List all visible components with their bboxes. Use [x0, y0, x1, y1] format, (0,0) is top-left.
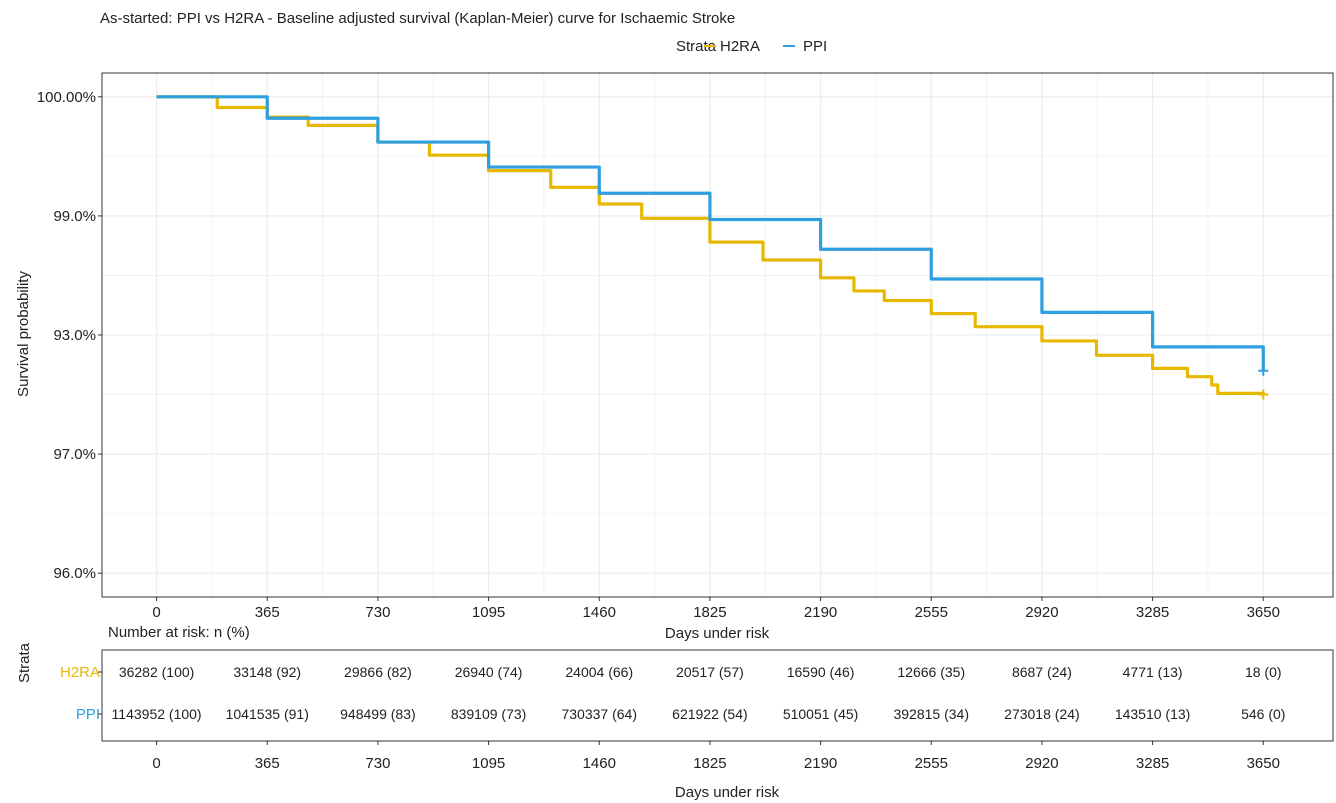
legend-h2ra-label: H2RA — [720, 38, 760, 55]
risk-cell: 24004 (66) — [565, 664, 633, 680]
y-tick-label: 97.0% — [53, 446, 96, 463]
risk-cell: 621922 (54) — [672, 706, 748, 722]
x-tick-label: 2920 — [1025, 604, 1058, 621]
risk-x-tick-label: 1095 — [472, 755, 505, 772]
risk-cell: 12666 (35) — [897, 664, 965, 680]
risk-row-label-ppi: PPI — [76, 706, 100, 723]
y-tick-label: 100.00% — [37, 89, 96, 106]
risk-x-tick-label: 2190 — [804, 755, 837, 772]
risk-table: H2RA 36282 (100) 33148 (92) 29866 (82) 26940… — [60, 664, 1285, 772]
y-tick-label: 93.0% — [53, 327, 96, 344]
risk-cell: 29866 (82) — [344, 664, 412, 680]
x-tick-label: 1460 — [583, 604, 616, 621]
survival-curves — [156, 95, 1269, 400]
y-axis: 100.00% 99.0% 93.0% 97.0% 96.0% — [37, 89, 102, 582]
risk-table-panel — [101, 649, 1334, 742]
x-tick-label: 2555 — [915, 604, 948, 621]
risk-cell: 20517 (57) — [676, 664, 744, 680]
x-tick-label: 730 — [365, 604, 390, 621]
risk-x-tick-label: 365 — [255, 755, 280, 772]
risk-x-tick-label: 1460 — [583, 755, 616, 772]
risk-cell: 4771 (13) — [1123, 664, 1183, 680]
risk-cell: 392815 (34) — [893, 706, 969, 722]
risk-cell: 16590 (46) — [787, 664, 855, 680]
risk-cell: 33148 (92) — [233, 664, 301, 680]
risk-cell: 273018 (24) — [1004, 706, 1080, 722]
risk-cell: 8687 (24) — [1012, 664, 1072, 680]
risk-x-tick-label: 2920 — [1025, 755, 1058, 772]
y-axis-label: Survival probability — [15, 271, 32, 397]
risk-x-tick-label: 1825 — [693, 755, 726, 772]
risk-table-title: Number at risk: n (%) — [108, 624, 250, 641]
risk-cell: 948499 (83) — [340, 706, 416, 722]
chart-title: As-started: PPI vs H2RA - Baseline adjus… — [100, 10, 735, 27]
plot-border — [101, 72, 1334, 598]
x-tick-label: 365 — [255, 604, 280, 621]
risk-x-tick-label: 3650 — [1247, 755, 1280, 772]
risk-cell: 1143952 (100) — [112, 706, 202, 722]
risk-cell: 510051 (45) — [783, 706, 859, 722]
risk-table-xlabel: Days under risk — [675, 784, 780, 801]
risk-x-tick-label: 0 — [152, 755, 160, 772]
risk-cell: 546 (0) — [1241, 706, 1285, 722]
risk-cell: 26940 (74) — [455, 664, 523, 680]
risk-cell: 1041535 (91) — [226, 706, 309, 722]
risk-x-tick-label: 2555 — [915, 755, 948, 772]
legend-ppi-label: PPI — [803, 38, 827, 55]
risk-cell: 730337 (64) — [561, 706, 637, 722]
legend-title: Strata — [676, 38, 717, 55]
x-tick-label: 3650 — [1247, 604, 1280, 621]
y-tick-label: 99.0% — [53, 208, 96, 225]
risk-cell: 18 (0) — [1245, 664, 1282, 680]
x-tick-label: 3285 — [1136, 604, 1169, 621]
risk-x-tick-label: 730 — [365, 755, 390, 772]
risk-cell: 143510 (13) — [1115, 706, 1191, 722]
risk-x-tick-label: 3285 — [1136, 755, 1169, 772]
risk-table-ylabel: Strata — [16, 642, 33, 683]
x-axis-label: Days under risk — [665, 625, 770, 642]
risk-cell: 36282 (100) — [119, 664, 195, 680]
x-tick-label: 1095 — [472, 604, 505, 621]
risk-cell: 839109 (73) — [451, 706, 527, 722]
y-tick-label: 96.0% — [53, 565, 96, 582]
legend: Strata H2RA PPI — [676, 38, 827, 55]
grid — [102, 73, 1333, 597]
x-axis: 0 365 730 1095 1460 1825 2190 2555 2920 3285 3650 — [152, 597, 1280, 621]
x-tick-label: 1825 — [693, 604, 726, 621]
x-tick-label: 2190 — [804, 604, 837, 621]
risk-row-label-h2ra: H2RA — [60, 664, 100, 681]
x-tick-label: 0 — [152, 604, 160, 621]
survival-curve-ppi — [156, 95, 1265, 371]
